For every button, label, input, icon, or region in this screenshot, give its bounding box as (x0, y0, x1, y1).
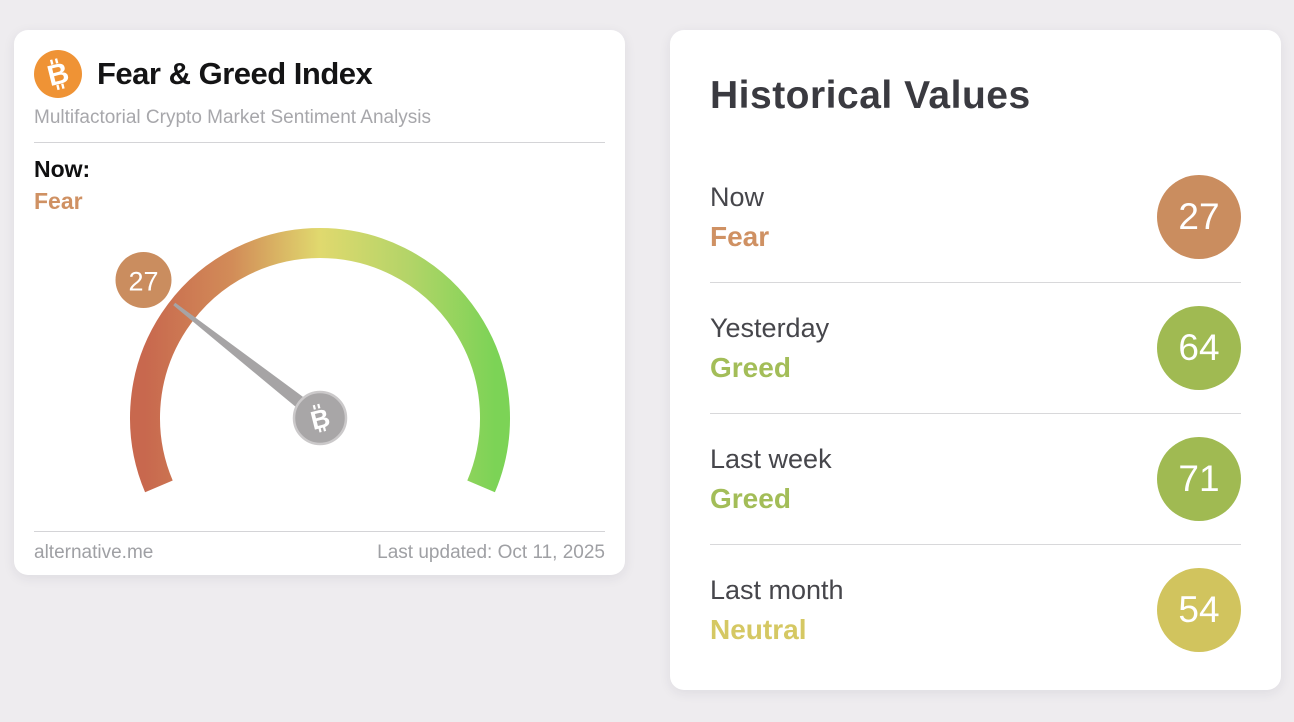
row-classification: Greed (710, 482, 791, 514)
row-classification: Greed (710, 351, 791, 383)
history-row-now: Now Fear 27 (710, 152, 1241, 283)
history-row-last-month: Last month Neutral 54 (710, 545, 1241, 675)
gauge-hub: B (292, 390, 347, 446)
now-label: Now: (34, 156, 91, 182)
footer-divider (34, 531, 605, 532)
historical-values-title: Historical Values (710, 74, 1031, 117)
gauge-svg: B 27 (115, 228, 510, 493)
gauge-value-badge: 27 (115, 252, 171, 308)
row-classification: Fear (710, 220, 770, 252)
card-footer: alternative.me Last updated: Oct 11, 202… (34, 540, 605, 566)
gauge-arc (129, 228, 510, 493)
fear-greed-card: B Fear & Greed Index Multifactorial Cryp… (14, 30, 625, 575)
row-label: Now (710, 181, 765, 212)
card-title: Fear & Greed Index (97, 56, 373, 91)
row-value-badge: 64 (1157, 306, 1241, 390)
row-label: Last week (710, 443, 832, 474)
gauge: B 27 (105, 218, 535, 518)
last-updated-text: Last updated: Oct 11, 2025 (377, 542, 605, 563)
card-subtitle: Multifactorial Crypto Market Sentiment A… (34, 107, 432, 128)
gauge-needle (172, 302, 320, 421)
row-value-badge: 27 (1157, 175, 1241, 259)
gauge-value-text: 27 (128, 267, 158, 297)
header-divider (34, 142, 605, 143)
card-header: B Fear & Greed Index (34, 50, 605, 98)
history-row-yesterday: Yesterday Greed 64 (710, 283, 1241, 414)
now-classification: Fear (34, 188, 83, 214)
history-row-last-week: Last week Greed 71 (710, 414, 1241, 545)
bitcoin-icon: B (34, 50, 82, 98)
source-link[interactable]: alternative.me (34, 542, 154, 563)
row-classification: Neutral (710, 613, 807, 645)
row-label: Yesterday (710, 312, 830, 343)
row-value-badge: 71 (1157, 437, 1241, 521)
historical-values-card: Historical Values Now Fear 27 Yesterday … (670, 30, 1281, 690)
row-label: Last month (710, 574, 844, 605)
row-value-badge: 54 (1157, 568, 1241, 652)
historical-rows: Now Fear 27 Yesterday Greed 64 Last week… (710, 152, 1241, 675)
